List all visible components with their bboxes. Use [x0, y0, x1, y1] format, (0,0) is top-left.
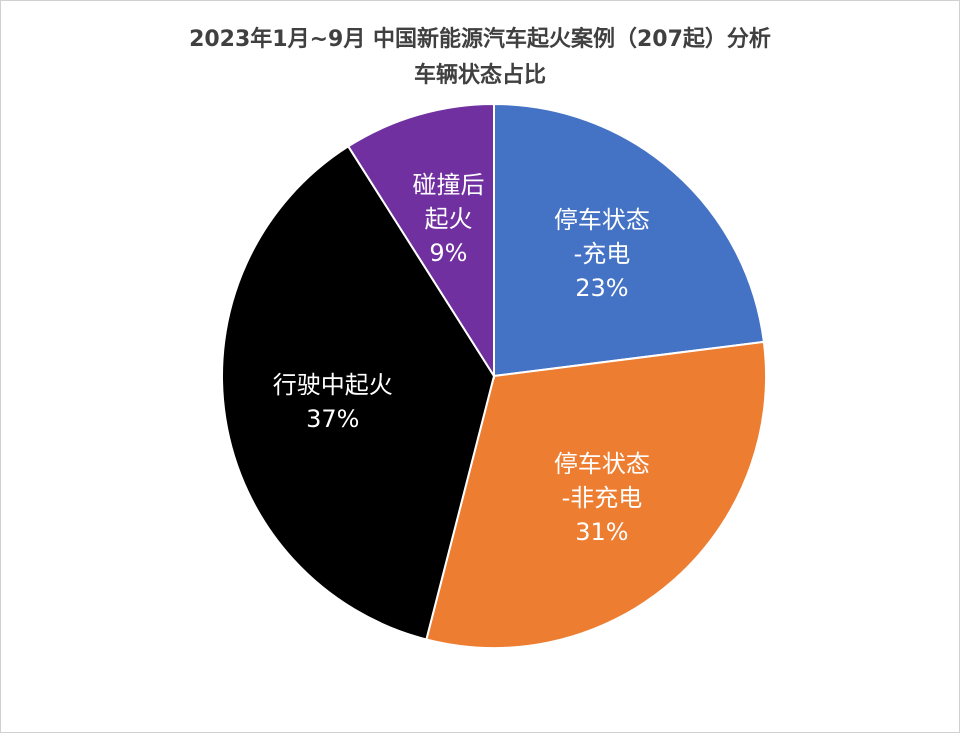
slice-value-label: 9% — [429, 239, 468, 268]
slice-label: 停车状态 -充电 — [553, 205, 650, 268]
slice-value-label: 37% — [306, 404, 360, 433]
slice-label: 停车状态 -非充电 — [553, 450, 650, 513]
chart-title: 2023年1月~9月 中国新能源汽车起火案例（207起）分析 — [189, 27, 771, 52]
slice-value-label: 31% — [575, 518, 629, 547]
slice-value-label: 23% — [575, 273, 629, 302]
slice-label: 碰撞后 起火 — [412, 171, 485, 234]
pie-slice — [346, 102, 495, 380]
pie-slice — [425, 340, 767, 649]
slice-label: 行驶中起火 — [272, 370, 393, 399]
chart-subtitle: 车辆状态占比 — [413, 63, 546, 88]
pie-slice — [493, 102, 765, 378]
